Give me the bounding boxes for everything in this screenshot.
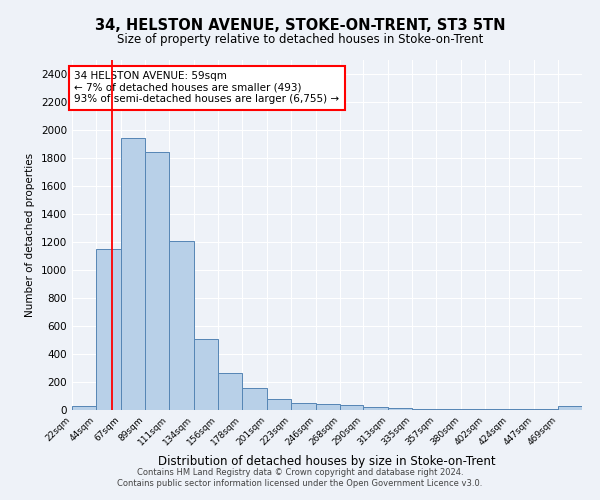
Bar xyxy=(266,399,290,410)
Bar xyxy=(242,388,266,410)
Bar xyxy=(558,406,582,410)
Bar xyxy=(436,409,461,410)
Text: 34, HELSTON AVENUE, STOKE-ON-TRENT, ST3 5TN: 34, HELSTON AVENUE, STOKE-ON-TRENT, ST3 … xyxy=(95,18,505,32)
Bar xyxy=(72,406,96,410)
Bar xyxy=(364,407,388,410)
Bar xyxy=(96,249,121,410)
Bar xyxy=(169,240,194,410)
Bar xyxy=(194,338,218,410)
Bar xyxy=(218,373,242,410)
Bar xyxy=(388,408,412,410)
Bar xyxy=(412,408,436,410)
Bar xyxy=(145,152,169,410)
Bar xyxy=(121,138,145,410)
Bar xyxy=(340,405,364,410)
X-axis label: Distribution of detached houses by size in Stoke-on-Trent: Distribution of detached houses by size … xyxy=(158,456,496,468)
Text: Contains HM Land Registry data © Crown copyright and database right 2024.
Contai: Contains HM Land Registry data © Crown c… xyxy=(118,468,482,487)
Text: Size of property relative to detached houses in Stoke-on-Trent: Size of property relative to detached ho… xyxy=(117,32,483,46)
Text: 34 HELSTON AVENUE: 59sqm
← 7% of detached houses are smaller (493)
93% of semi-d: 34 HELSTON AVENUE: 59sqm ← 7% of detache… xyxy=(74,71,339,104)
Y-axis label: Number of detached properties: Number of detached properties xyxy=(25,153,35,317)
Bar xyxy=(290,403,316,410)
Bar xyxy=(316,404,340,410)
Bar xyxy=(461,409,485,410)
